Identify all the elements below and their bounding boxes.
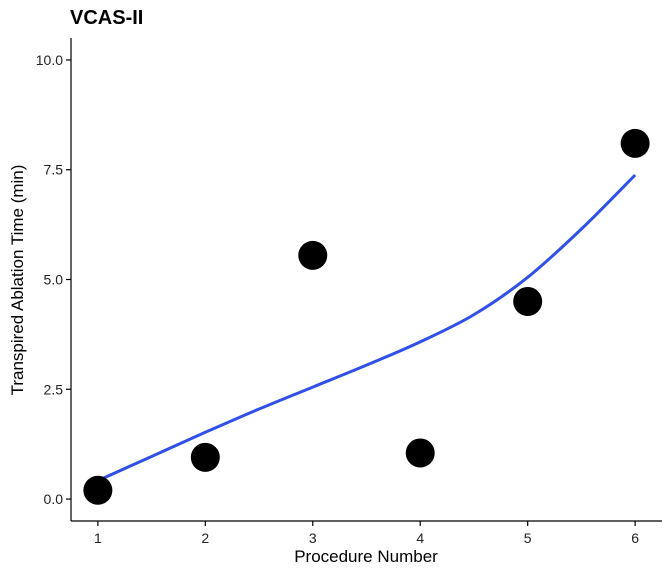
data-point xyxy=(298,240,328,270)
smooth-trend-line xyxy=(97,173,637,482)
x-tick-label: 6 xyxy=(631,530,639,546)
data-point xyxy=(620,128,650,158)
y-tick-label: 7.5 xyxy=(44,162,64,178)
data-point xyxy=(405,438,435,468)
data-points xyxy=(83,128,650,505)
x-tick-label: 5 xyxy=(524,530,532,546)
data-point xyxy=(83,475,113,505)
y-axis-label: Transpired Ablation Time (min) xyxy=(8,165,27,396)
y-axis-ticks: 0.0 2.5 5.0 7.5 10.0 xyxy=(36,52,71,507)
y-tick-label: 2.5 xyxy=(44,381,64,397)
x-axis-label: Procedure Number xyxy=(294,547,438,566)
x-tick-label: 3 xyxy=(309,530,317,546)
data-point xyxy=(513,286,543,316)
x-tick-label: 2 xyxy=(201,530,209,546)
y-tick-label: 5.0 xyxy=(44,272,64,288)
y-tick-label: 0.0 xyxy=(44,491,64,507)
x-tick-label: 4 xyxy=(416,530,424,546)
y-tick-label: 10.0 xyxy=(36,52,63,68)
data-point xyxy=(190,442,220,472)
x-axis-ticks: 1 2 3 4 5 6 xyxy=(94,521,639,546)
chart-title: VCAS-II xyxy=(70,7,143,29)
x-tick-label: 1 xyxy=(94,530,102,546)
